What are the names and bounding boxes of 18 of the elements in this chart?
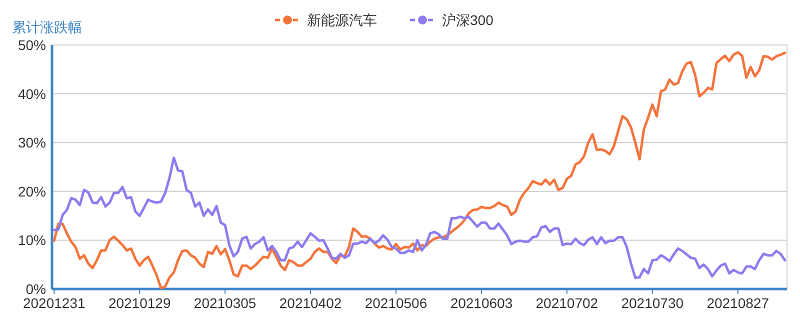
x-tick-label: 20210827: [706, 295, 770, 311]
y-tick-label: 50%: [18, 37, 46, 53]
y-tick-label: 40%: [18, 86, 46, 102]
legend-label: 沪深300: [442, 12, 494, 28]
x-tick-label: 20210305: [194, 295, 256, 311]
y-tick-label: 10%: [18, 232, 46, 248]
x-tick-label: 20210702: [536, 295, 598, 311]
legend-label: 新能源汽车: [307, 12, 377, 28]
x-tick-label: 20210129: [108, 295, 171, 311]
y-tick-label: 0%: [26, 281, 46, 297]
y-tick-label: 20%: [18, 183, 46, 200]
x-tick-label: 20210730: [621, 295, 684, 311]
x-tick-label: 20210506: [364, 295, 428, 311]
x-tick-label: 20201231: [22, 295, 86, 311]
x-tick-label: 20210603: [450, 295, 513, 311]
x-tick-label: 20210402: [279, 295, 342, 311]
y-tick-label: 30%: [18, 134, 46, 151]
y-axis-title: 累计涨跌幅: [12, 19, 82, 35]
